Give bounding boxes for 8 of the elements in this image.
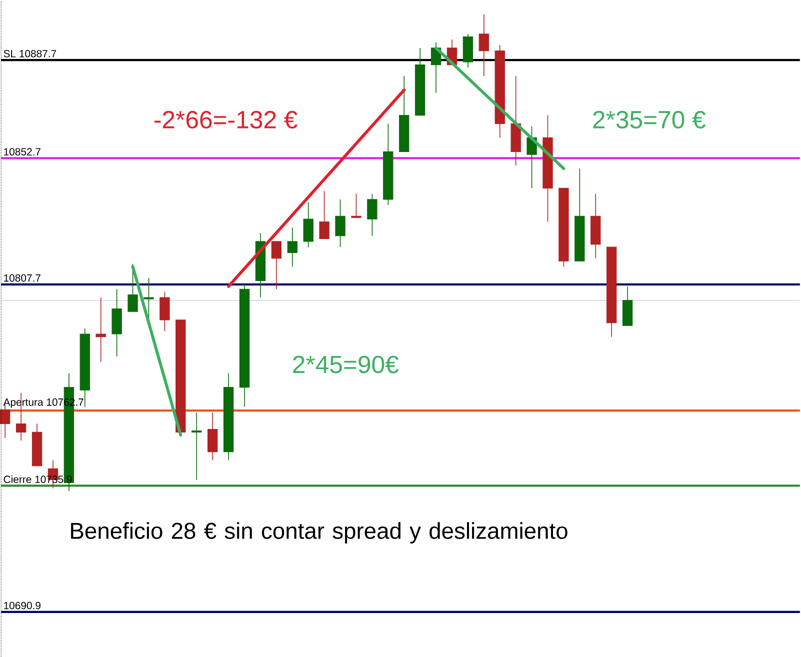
y-tick-label: 10852.7 [4,148,40,156]
annotation: Beneficio 28 € sin contar spread y deslizamiento [71,522,568,544]
annotation: 2*35=70 € [593,111,706,129]
y-tick-label: 10690.9 [4,602,40,610]
annotation: -2*66=-132 € [154,111,298,129]
y-tick-label: 10807.7 [4,274,40,282]
annotation: 2*45=90€ [293,356,399,374]
y-tick-label: SL 10887.7 [4,50,56,58]
